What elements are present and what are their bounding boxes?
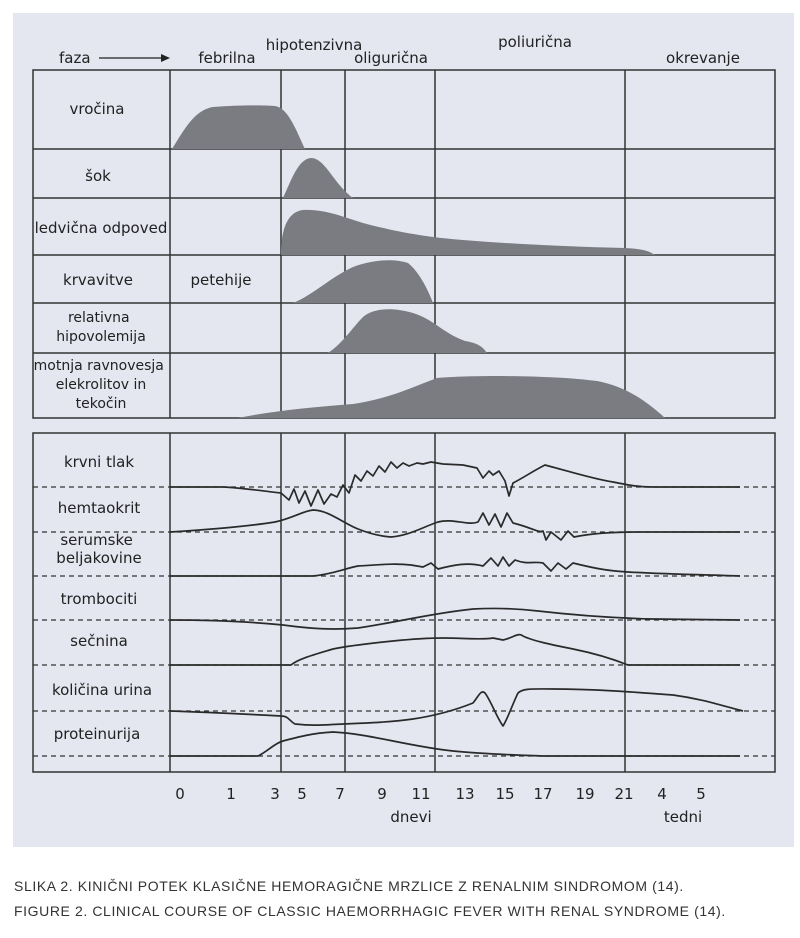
- tick-day: 19: [575, 785, 594, 803]
- lab-label-serum-proteins: serumske beljakovine: [56, 531, 141, 567]
- curve-fever: [172, 105, 305, 149]
- curve-hematocrit: [169, 509, 740, 541]
- phase-arrow-icon: [99, 54, 170, 62]
- caption-english: FIGURE 2. CLINICAL COURSE OF CLASSIC HAE…: [14, 903, 726, 919]
- phase-recovery: okrevanje: [666, 49, 740, 67]
- curve-electrolyte: [238, 376, 665, 418]
- x-axis-label-days: dnevi: [390, 808, 431, 826]
- tick-day: 0: [175, 785, 185, 803]
- lab-label-blood-pressure: krvni tlak: [64, 453, 134, 471]
- phase-oliguric: oligurična: [354, 49, 428, 67]
- symptom-label-hypovolemia: relativna hipovolemija: [56, 310, 146, 345]
- symptom-label-electrolyte: motnja ravnovesja elekrolitov in tekočin: [34, 358, 169, 412]
- lab-label-platelets: trombociti: [61, 590, 138, 608]
- curve-hypovolemia: [328, 309, 487, 353]
- curve-serum-proteins: [170, 556, 741, 577]
- symptom-curves: [172, 105, 665, 418]
- tick-day: 15: [495, 785, 514, 803]
- x-axis-label-weeks: tedni: [664, 808, 702, 826]
- tick-day: 7: [335, 785, 345, 803]
- lab-curves: [169, 461, 744, 757]
- curve-urine-volume: [169, 688, 744, 727]
- lab-label-hematocrit: hemtaokrit: [58, 499, 141, 517]
- phase-axis-label: faza: [59, 49, 91, 67]
- annotation-petechiae: petehije: [191, 271, 252, 289]
- tick-day: 21: [614, 785, 633, 803]
- tick-day: 3: [270, 785, 280, 803]
- curve-proteinuria: [170, 731, 740, 757]
- lab-label-proteinuria: proteinurija: [54, 725, 141, 743]
- lab-label-urea: sečnina: [70, 632, 128, 650]
- symptom-label-bleeding: krvavitve: [63, 271, 133, 289]
- curve-urea: [170, 633, 740, 666]
- diagram-panel: [13, 13, 794, 847]
- phase-febrile: febrilna: [198, 49, 255, 67]
- tick-day: 13: [455, 785, 474, 803]
- curve-bleeding: [293, 260, 433, 303]
- lab-label-urine-volume: količina urina: [52, 681, 152, 699]
- x-axis-days: 0 1 3 5 7 9 11 13 15 17 19 21: [175, 785, 633, 803]
- curve-blood-pressure: [170, 461, 740, 507]
- tick-day: 9: [377, 785, 387, 803]
- tick-day: 1: [226, 785, 236, 803]
- tick-day: 11: [411, 785, 430, 803]
- phase-hypotensive: hipotenzivna: [266, 36, 363, 54]
- clinical-course-diagram: faza febrilna hipotenzivna oligurična po…: [13, 13, 794, 847]
- x-axis-weeks: 4 5: [657, 785, 706, 803]
- curve-shock: [283, 158, 353, 198]
- tick-day: 5: [297, 785, 307, 803]
- caption-slovene: SLIKA 2. KINIČNI POTEK KLASIČNE HEMORAGI…: [14, 878, 684, 894]
- curve-platelets: [169, 607, 741, 630]
- tick-week: 4: [657, 785, 667, 803]
- curve-renal-failure: [281, 209, 655, 255]
- symptom-label-fever: vročina: [69, 100, 124, 118]
- tick-week: 5: [696, 785, 706, 803]
- symptom-label-shock: šok: [85, 167, 111, 185]
- phase-polyuric: poliurična: [498, 33, 572, 51]
- symptom-label-renal-failure: ledvična odpoved: [35, 219, 168, 237]
- tick-day: 17: [533, 785, 552, 803]
